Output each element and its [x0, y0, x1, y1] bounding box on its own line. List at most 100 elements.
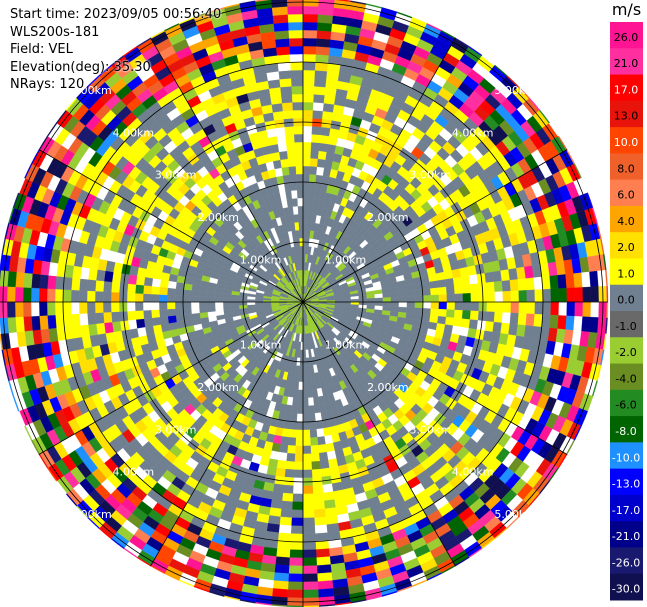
velocity-gate — [299, 245, 304, 255]
velocity-gate — [278, 70, 292, 80]
velocity-gate — [443, 270, 454, 280]
velocity-gate — [86, 301, 96, 314]
velocity-gate — [296, 421, 304, 431]
colorbar-tick-label: -6.0 — [615, 399, 636, 412]
velocity-gate — [14, 301, 24, 318]
velocity-gate — [135, 284, 145, 294]
velocity-gate — [469, 283, 479, 294]
velocity-gate — [111, 281, 121, 293]
velocity-gate — [493, 311, 503, 324]
velocity-gate — [284, 468, 295, 478]
velocity-gate — [302, 501, 315, 511]
velocity-gate — [135, 318, 146, 329]
velocity-gate — [296, 413, 304, 423]
velocity-gate — [190, 290, 200, 297]
velocity-gate — [302, 405, 310, 415]
velocity-gate — [314, 412, 322, 422]
velocity-gate — [198, 290, 208, 298]
velocity-gate — [445, 278, 455, 288]
velocity-gate — [557, 315, 567, 330]
velocity-gate — [320, 467, 331, 478]
velocity-gate — [313, 86, 326, 96]
velocity-gate — [47, 275, 57, 290]
velocity-gate — [151, 285, 160, 295]
velocity-gate — [414, 295, 424, 303]
velocity-gate — [182, 301, 192, 309]
velocity-gate — [302, 581, 319, 591]
velocity-gate — [302, 197, 309, 207]
velocity-gate — [574, 287, 584, 303]
velocity-gate — [143, 317, 154, 328]
velocity-gate — [590, 286, 600, 303]
velocity-gate — [292, 493, 304, 503]
range-ring-label: 1.00km — [325, 338, 367, 351]
velocity-gate — [298, 213, 304, 223]
velocity-gate — [313, 500, 325, 510]
velocity-gate — [293, 125, 304, 135]
velocity-gate — [206, 301, 216, 308]
velocity-gate — [271, 102, 284, 113]
velocity-gate — [62, 301, 72, 315]
velocity-gate — [422, 288, 431, 296]
velocity-gate — [484, 271, 495, 283]
velocity-gate — [311, 460, 321, 470]
velocity-gate — [276, 540, 291, 550]
velocity-gate — [302, 173, 310, 183]
velocity-gate — [291, 77, 304, 87]
elevation-label: Elevation(deg): 35.30 — [10, 59, 151, 75]
velocity-gate — [314, 524, 328, 534]
velocity-gate — [566, 301, 576, 317]
velocity-gate — [302, 397, 309, 407]
range-ring-label: 5.00km — [494, 508, 536, 521]
velocity-gate — [302, 373, 308, 383]
velocity-gate — [302, 13, 319, 23]
velocity-gate — [286, 150, 296, 159]
velocity-gate — [291, 405, 298, 415]
velocity-gate — [309, 174, 317, 183]
velocity-gate — [308, 405, 315, 415]
velocity-gate — [315, 548, 330, 558]
velocity-gate — [288, 565, 304, 575]
velocity-gate — [222, 301, 232, 307]
velocity-gate — [286, 198, 294, 208]
velocity-gate — [47, 314, 57, 329]
velocity-gate — [159, 286, 168, 296]
velocity-gate — [22, 301, 32, 317]
velocity-gate — [501, 312, 511, 324]
velocity-gate — [46, 301, 56, 316]
velocity-gate — [290, 413, 298, 422]
velocity-gate — [296, 181, 304, 191]
velocity-gate — [143, 285, 152, 295]
velocity-gate — [317, 158, 326, 168]
velocity-gate — [302, 101, 314, 111]
velocity-gate — [302, 109, 314, 119]
velocity-gate — [289, 53, 304, 63]
velocity-gate — [287, 5, 304, 15]
velocity-gate — [454, 293, 464, 303]
velocity-gate — [297, 197, 304, 207]
velocity-gate — [276, 548, 291, 558]
velocity-gate — [277, 62, 292, 72]
velocity-gate — [290, 61, 304, 71]
velocity-gate — [315, 54, 330, 64]
velocity-gate — [309, 158, 319, 167]
range-ring-label: 2.00km — [197, 381, 239, 394]
velocity-gate — [230, 305, 240, 310]
velocity-gate — [323, 94, 336, 105]
velocity-gate — [573, 316, 583, 332]
velocity-gate — [159, 279, 169, 288]
scan-metadata: Start time: 2023/09/05 00:56:40 WLS200s-… — [10, 6, 221, 94]
velocity-gate — [302, 93, 315, 103]
velocity-gate — [302, 589, 319, 599]
velocity-gate — [435, 271, 446, 281]
velocity-gate — [302, 493, 314, 503]
velocity-gate — [550, 288, 560, 303]
velocity-gate — [294, 453, 304, 463]
range-ring-label: 3.00km — [409, 423, 451, 436]
velocity-gate — [518, 301, 528, 314]
velocity-gate — [298, 381, 304, 391]
velocity-gate — [314, 78, 327, 88]
velocity-gate — [279, 78, 292, 88]
velocity-gate — [310, 445, 320, 454]
velocity-gate — [158, 301, 168, 310]
